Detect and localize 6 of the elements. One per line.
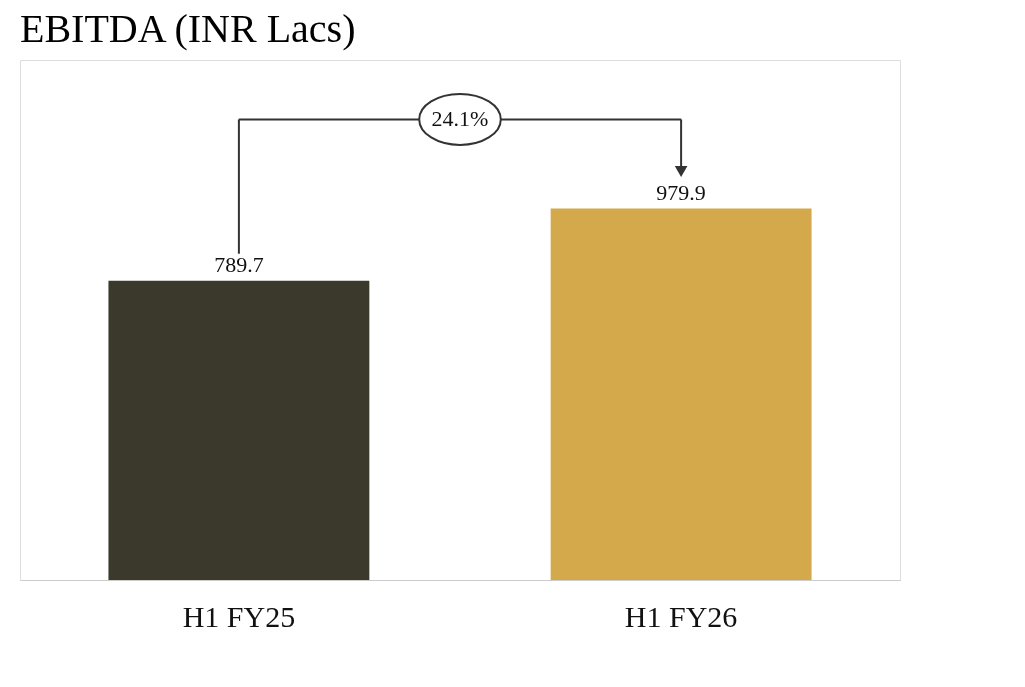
data-label: 789.7 — [214, 251, 264, 277]
x-tick-label: H1 FY26 — [624, 599, 738, 633]
chart-title: EBITDA (INR Lacs) — [20, 6, 356, 51]
x-tick-label: H1 FY25 — [182, 599, 296, 633]
data-label: 979.9 — [656, 179, 706, 205]
text: 24.1% — [431, 106, 489, 132]
